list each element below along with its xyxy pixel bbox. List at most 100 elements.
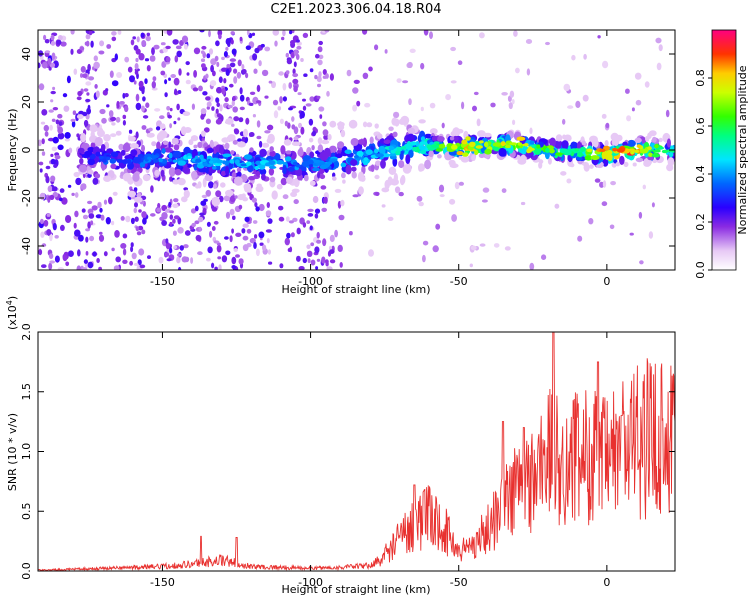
spectrogram-point	[481, 199, 488, 203]
spectrogram-point	[82, 73, 88, 78]
spectrogram-point	[634, 72, 642, 80]
spectrogram-point	[605, 122, 610, 129]
spectrogram-point	[142, 217, 147, 225]
spectrogram-point	[577, 151, 583, 158]
spectrogram-point	[86, 107, 91, 115]
spectrogram-point	[47, 185, 53, 193]
spectrogram-point	[200, 200, 207, 206]
spectrogram-point	[149, 55, 156, 62]
spectrogram-point	[269, 165, 277, 169]
spectrogram-point	[312, 159, 321, 163]
colorbar-gradient	[711, 29, 737, 271]
spectrogram-point	[318, 106, 325, 112]
spectrogram-point	[307, 213, 314, 217]
spectrogram-point	[150, 213, 156, 217]
spectrogram-point	[309, 68, 314, 73]
spectrogram-point	[295, 53, 300, 61]
spectrogram-point	[282, 83, 287, 91]
spectrogram-point	[99, 40, 105, 47]
spectrogram-point	[197, 216, 204, 223]
spectrogram-point	[268, 167, 275, 176]
spectrogram-point	[289, 246, 293, 253]
spectrogram-point	[262, 244, 267, 251]
spectrogram-point	[350, 159, 358, 167]
spectrogram-point	[269, 150, 276, 157]
spectrogram-point	[161, 220, 168, 226]
spectrogram-point	[232, 106, 238, 113]
spectrogram-point	[529, 140, 535, 145]
spectrogram-point	[53, 164, 58, 168]
spectrogram-point	[259, 242, 264, 246]
spectrogram-point	[523, 143, 529, 147]
spectrogram-point	[216, 113, 222, 118]
spectrogram-point	[296, 45, 302, 50]
spectrogram-point	[243, 183, 252, 191]
spectrogram-point	[236, 167, 242, 173]
spectrogram-point	[209, 139, 214, 150]
spectrogram-point	[267, 133, 275, 144]
spectrogram-point	[235, 232, 242, 237]
spectrogram-y-tick-label: -20	[20, 189, 33, 207]
spectrogram-point	[137, 259, 142, 266]
spectrogram-point	[388, 126, 394, 132]
spectrogram-point	[114, 53, 119, 61]
spectrogram-point	[536, 144, 541, 149]
spectrogram-point	[144, 58, 150, 62]
spectrogram-point	[281, 36, 285, 41]
spectrogram-point	[73, 222, 77, 229]
spectrogram-point	[431, 135, 438, 142]
spectrogram-point	[395, 150, 401, 156]
spectrogram-point	[77, 90, 83, 97]
spectrogram-point	[309, 180, 316, 186]
spectrogram-point	[327, 133, 332, 141]
spectrogram-point	[561, 140, 569, 149]
spectrogram-point	[454, 181, 460, 190]
spectrogram-point	[296, 164, 301, 168]
spectrogram-point	[199, 30, 205, 33]
spectrogram-point	[635, 99, 642, 106]
spectrogram-point	[245, 72, 249, 79]
spectrogram-point	[43, 34, 47, 41]
spectrogram-point	[206, 106, 210, 110]
spectrogram-y-tick-label: 20	[20, 95, 33, 109]
spectrogram-point	[231, 256, 237, 265]
spectrogram-point	[185, 79, 191, 85]
spectrogram-point	[255, 248, 260, 257]
spectrogram-point	[239, 106, 245, 111]
spectrogram-point	[254, 47, 260, 54]
spectrogram-point	[45, 175, 50, 184]
spectrogram-point	[254, 202, 258, 208]
spectrogram-point	[74, 210, 79, 218]
spectrogram-point	[526, 68, 531, 76]
spectrogram-point	[233, 116, 240, 122]
spectrogram-point	[325, 259, 329, 265]
spectrogram-point	[50, 34, 55, 41]
spectrogram-point	[139, 264, 146, 269]
spectrogram-point	[45, 165, 51, 170]
spectrogram-point	[615, 162, 620, 167]
spectrogram-point	[262, 142, 270, 148]
spectrogram-point	[128, 136, 136, 142]
spectrogram-point	[38, 62, 41, 69]
spectrogram-point	[264, 130, 271, 134]
spectrogram-point	[243, 128, 248, 138]
spectrogram-point	[191, 170, 198, 179]
spectrogram-point	[97, 201, 102, 209]
spectrogram-point	[307, 208, 314, 212]
spectrogram-point	[584, 155, 593, 161]
spectrogram-point	[72, 110, 77, 115]
spectrogram-point	[165, 56, 171, 63]
spectrogram-point	[549, 137, 556, 148]
spectrogram-point	[570, 141, 578, 151]
spectrogram-point	[322, 121, 327, 127]
spectrogram-point	[398, 191, 404, 197]
spectrogram-point	[441, 122, 445, 129]
spectrogram-point	[133, 262, 139, 267]
spectrogram-point	[375, 160, 381, 166]
spectrogram-point	[56, 39, 62, 45]
spectrogram-point	[169, 221, 173, 226]
spectrogram-point	[177, 90, 182, 94]
spectrogram-point	[363, 157, 369, 161]
spectrogram-point	[229, 58, 237, 62]
spectrogram-point	[197, 251, 203, 256]
